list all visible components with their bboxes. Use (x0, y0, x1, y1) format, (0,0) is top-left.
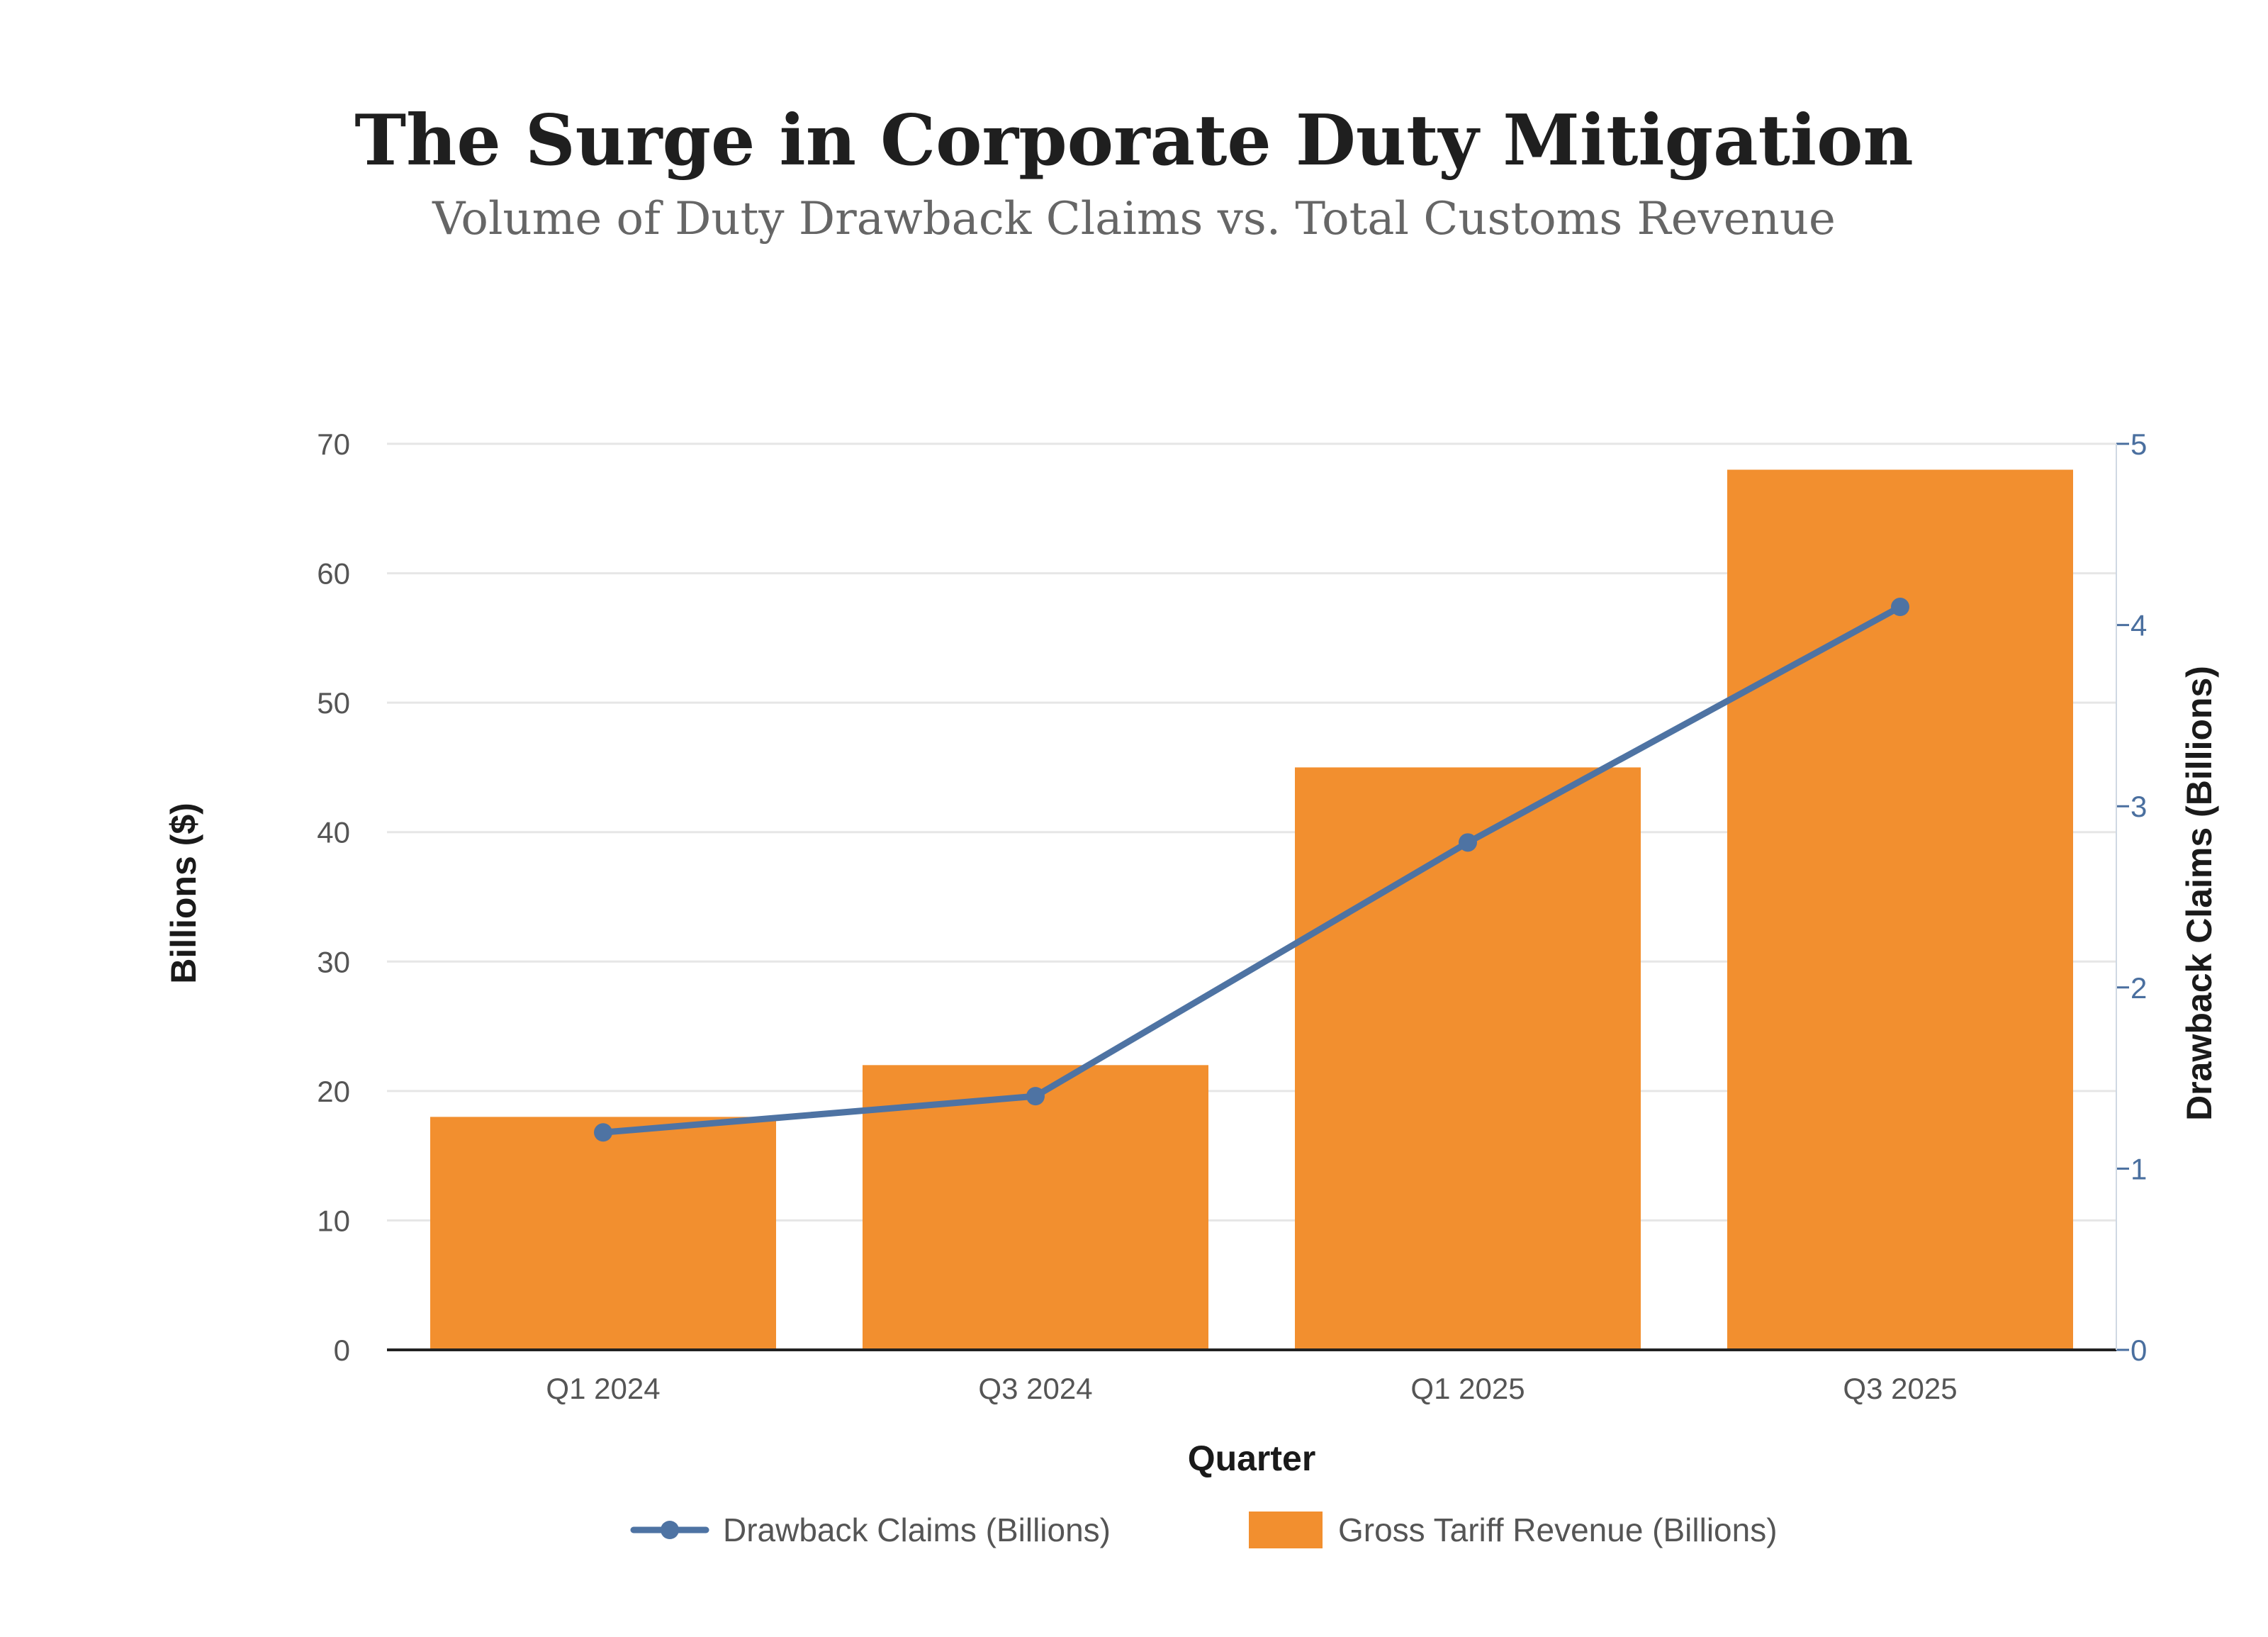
x-tick-label: Q3 2024 (978, 1372, 1092, 1405)
bar (1295, 767, 1641, 1350)
legend-label-drawback: Drawback Claims (Billions) (723, 1512, 1111, 1548)
line-point (1891, 598, 1909, 617)
y-tick-label: 20 (317, 1075, 350, 1108)
y-tick-label: 40 (317, 816, 350, 849)
y-tick-label: 0 (334, 1334, 350, 1367)
legend-label-revenue: Gross Tariff Revenue (Billions) (1338, 1512, 1778, 1548)
chart-title: The Surge in Corporate Duty Mitigation (354, 100, 1914, 181)
bar (863, 1065, 1208, 1350)
y2-tick-label: 3 (2131, 790, 2147, 823)
y-tick-label: 70 (317, 428, 350, 461)
y2-tick-label: 1 (2131, 1152, 2147, 1185)
bar (430, 1117, 776, 1350)
line-point (1459, 833, 1477, 852)
bar-series (430, 469, 2073, 1350)
y-tick-label: 60 (317, 557, 350, 591)
drawback-line (600, 603, 1904, 1136)
bar (1727, 469, 2073, 1350)
y-tick-label: 50 (317, 686, 350, 720)
y-axis-title: Billions ($) (164, 803, 203, 984)
y2-tick-label: 2 (2131, 971, 2147, 1005)
x-axis-title: Quarter (1188, 1438, 1316, 1478)
x-tick-label: Q1 2025 (1410, 1372, 1525, 1405)
x-tick-label: Q3 2025 (1843, 1372, 1957, 1405)
legend: Drawback Claims (Billions) Gross Tariff R… (630, 1512, 1778, 1548)
axes: 0 10 20 30 40 50 60 70 0 1 2 3 4 5 Q1 2024 Q3 2024 Q1 20… (317, 428, 2147, 1405)
line-point (1026, 1087, 1045, 1106)
legend-line-marker (661, 1521, 679, 1539)
y2-tick-label: 0 (2131, 1334, 2147, 1367)
line-point (594, 1123, 612, 1142)
y-tick-label: 10 (317, 1204, 350, 1237)
x-tick-label: Q1 2024 (546, 1372, 660, 1405)
y2-tick-label: 4 (2131, 609, 2147, 642)
y2-tick-label: 5 (2131, 428, 2147, 461)
chart-subtitle: Volume of Duty Drawback Claims vs. Total… (432, 193, 1836, 245)
gridlines (387, 442, 2116, 1222)
legend-bar-swatch (1249, 1512, 1323, 1548)
line-series (594, 598, 1909, 1142)
y2-axis-title: Drawback Claims (Billions) (2179, 666, 2219, 1121)
y-tick-label: 30 (317, 945, 350, 978)
